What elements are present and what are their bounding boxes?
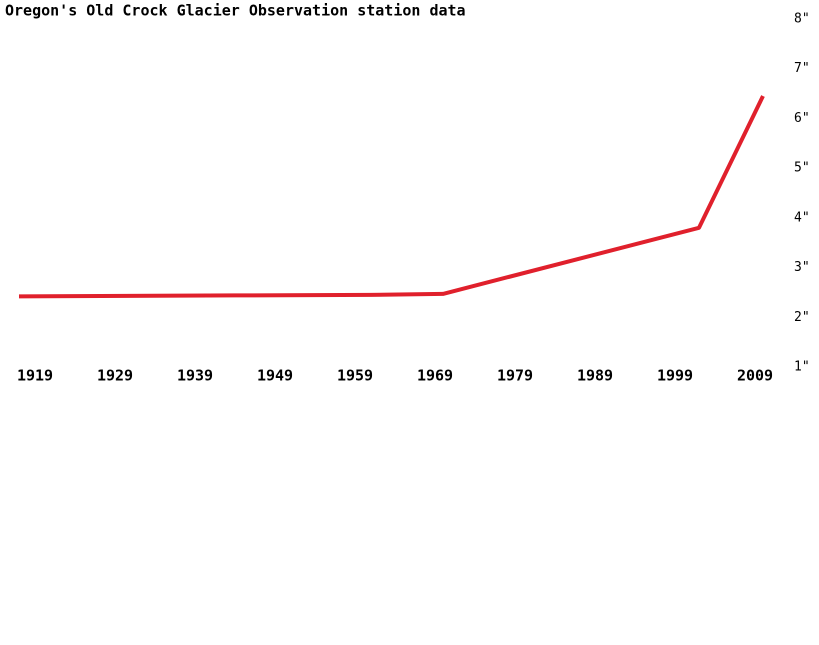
data-line: [18, 95, 765, 299]
x-tick-label: 1979: [497, 367, 533, 385]
y-tick-label: 6": [794, 111, 810, 126]
y-tick-label: 8": [794, 12, 810, 27]
y-tick-label: 4": [794, 210, 810, 225]
chart-title: Oregon's Old Crock Glacier Observation s…: [5, 2, 466, 20]
y-tick-label: 2": [794, 310, 810, 325]
y-tick-label: 3": [794, 260, 810, 275]
x-tick-label: 1959: [337, 367, 373, 385]
y-tick-label: 7": [794, 61, 810, 76]
x-tick-label: 1919: [17, 367, 53, 385]
x-tick-label: 2009: [737, 367, 773, 385]
x-tick-label: 1939: [177, 367, 213, 385]
y-tick-label: 5": [794, 161, 810, 176]
x-tick-label: 1999: [657, 367, 693, 385]
y-tick-label: 1": [794, 360, 810, 375]
x-tick-label: 1989: [577, 367, 613, 385]
x-tick-label: 1949: [257, 367, 293, 385]
x-tick-label: 1969: [417, 367, 453, 385]
x-tick-label: 1929: [97, 367, 133, 385]
